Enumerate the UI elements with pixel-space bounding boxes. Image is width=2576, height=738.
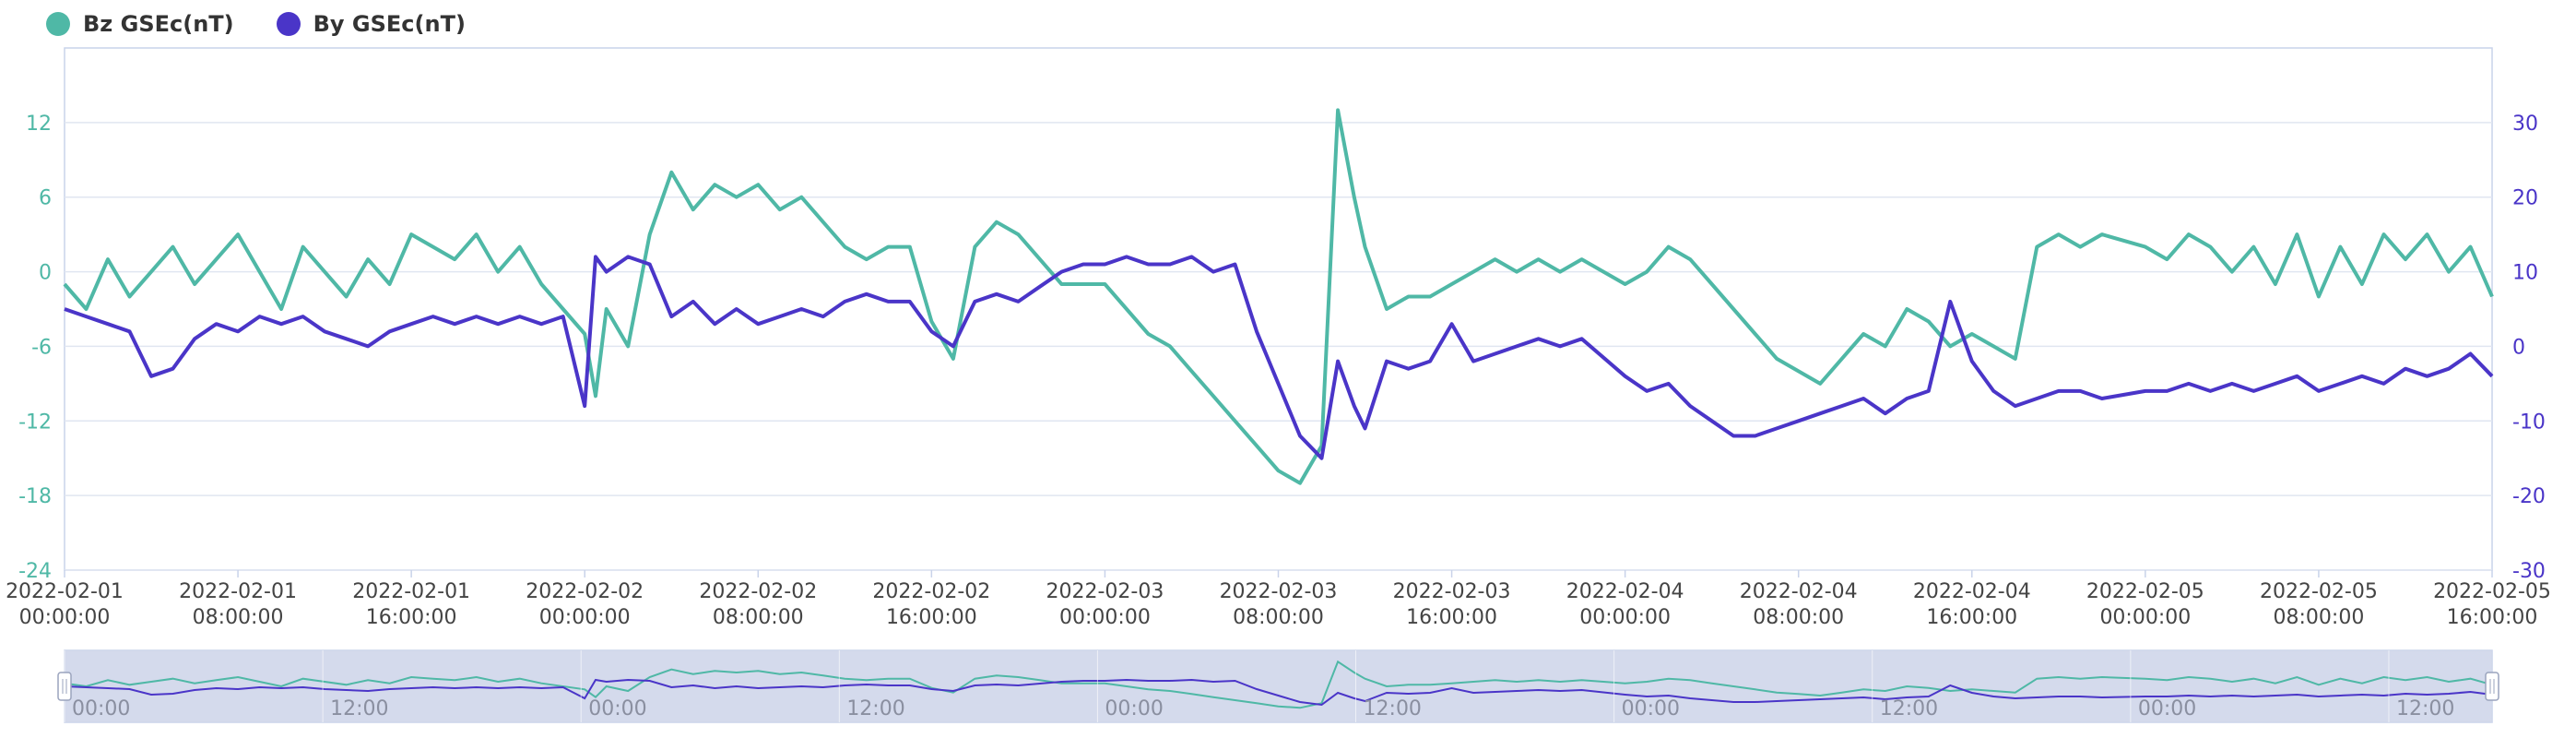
slider-tick-label: 00:00 xyxy=(72,697,130,720)
y-right-tick-label: 0 xyxy=(2512,336,2525,359)
legend-label-by: By GSEc(nT) xyxy=(313,11,466,37)
slider-tick-label: 12:00 xyxy=(1880,697,1938,720)
slider-preview-by xyxy=(64,678,2493,707)
x-tick-date: 2022-02-01 xyxy=(6,580,124,603)
slider-preview-bz xyxy=(64,660,2493,709)
x-tick-time: 08:00:00 xyxy=(2274,606,2365,629)
x-tick-date: 2022-02-03 xyxy=(1393,580,1511,603)
y-right-tick-label: -30 xyxy=(2512,560,2546,583)
zoom-handle-right[interactable] xyxy=(2485,672,2499,701)
y-right-tick-label: 30 xyxy=(2512,113,2538,136)
slider-tick-label: 12:00 xyxy=(330,697,388,720)
x-tick-date: 2022-02-03 xyxy=(1046,580,1164,603)
y-right-tick-label: 10 xyxy=(2512,262,2538,285)
zoom-handle-left[interactable] xyxy=(57,672,72,701)
zoom-slider-selection[interactable] xyxy=(65,650,2492,722)
x-tick-time: 16:00:00 xyxy=(886,606,977,629)
x-tick-time: 00:00:00 xyxy=(1579,606,1671,629)
x-tick-date: 2022-02-01 xyxy=(179,580,297,603)
x-tick-time: 00:00:00 xyxy=(19,606,111,629)
y-left-tick-label: 6 xyxy=(39,187,52,210)
y-left-tick-label: 12 xyxy=(26,113,52,136)
slider-tick-label: 12:00 xyxy=(2396,697,2454,720)
x-tick-date: 2022-02-04 xyxy=(1913,580,2031,603)
y-left-tick-label: -6 xyxy=(31,336,52,359)
x-tick-time: 00:00:00 xyxy=(1059,606,1151,629)
x-tick-date: 2022-02-02 xyxy=(872,580,990,603)
legend-dot-by xyxy=(276,12,301,36)
series-line-by xyxy=(64,255,2494,460)
slider-tick-label: 00:00 xyxy=(588,697,646,720)
x-tick-time: 16:00:00 xyxy=(1406,606,1497,629)
x-tick-time: 00:00:00 xyxy=(539,606,631,629)
y-left-tick-label: -18 xyxy=(18,485,52,508)
y-right-tick-label: 20 xyxy=(2512,187,2538,210)
x-tick-date: 2022-02-05 xyxy=(2433,580,2551,603)
legend-label-bz: Bz GSEc(nT) xyxy=(83,11,234,37)
x-tick-time: 00:00:00 xyxy=(2099,606,2191,629)
x-tick-time: 08:00:00 xyxy=(1753,606,1844,629)
slider-tick-label: 00:00 xyxy=(2138,697,2196,720)
x-tick-time: 16:00:00 xyxy=(366,606,457,629)
x-tick-time: 08:00:00 xyxy=(1233,606,1324,629)
y-left-tick-label: 0 xyxy=(39,262,52,285)
x-tick-time: 16:00:00 xyxy=(1926,606,2017,629)
x-tick-date: 2022-02-05 xyxy=(2086,580,2204,603)
chart-legend: Bz GSEc(nT) By GSEc(nT) xyxy=(46,11,466,37)
x-tick-date: 2022-02-02 xyxy=(526,580,644,603)
x-tick-date: 2022-02-04 xyxy=(1740,580,1858,603)
legend-item-by[interactable]: By GSEc(nT) xyxy=(276,11,466,37)
y-right-tick-label: -20 xyxy=(2512,485,2546,508)
x-tick-date: 2022-02-02 xyxy=(699,580,817,603)
y-right-tick-label: -10 xyxy=(2512,411,2546,434)
x-tick-date: 2022-02-05 xyxy=(2260,580,2378,603)
slider-tick-label: 12:00 xyxy=(846,697,904,720)
x-tick-date: 2022-02-03 xyxy=(1220,580,1338,603)
y-left-tick-label: -24 xyxy=(18,560,52,583)
x-tick-date: 2022-02-01 xyxy=(352,580,470,603)
slider-tick-label: 00:00 xyxy=(1105,697,1163,720)
y-left-tick-label: -12 xyxy=(18,411,52,434)
x-tick-time: 08:00:00 xyxy=(193,606,284,629)
series-line-bz xyxy=(63,108,2494,485)
x-tick-date: 2022-02-04 xyxy=(1566,580,1684,603)
x-tick-time: 16:00:00 xyxy=(2447,606,2538,629)
plot-frame xyxy=(64,47,2493,571)
slider-tick-label: 12:00 xyxy=(1364,697,1422,720)
legend-item-bz[interactable]: Bz GSEc(nT) xyxy=(46,11,234,37)
legend-dot-bz xyxy=(46,12,70,36)
x-tick-time: 08:00:00 xyxy=(713,606,804,629)
slider-tick-label: 00:00 xyxy=(1622,697,1680,720)
